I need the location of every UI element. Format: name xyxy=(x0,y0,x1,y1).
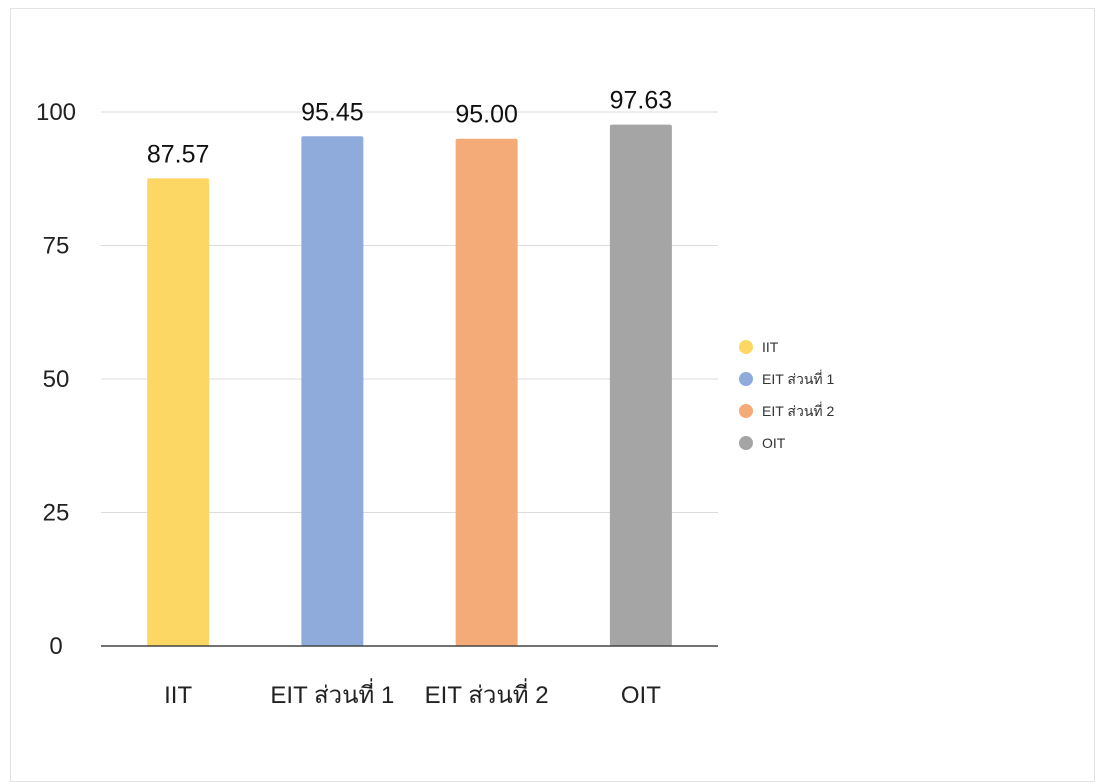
legend-swatch-1 xyxy=(739,372,753,386)
legend-label-0: IIT xyxy=(762,339,779,355)
bar-1 xyxy=(301,136,364,646)
bar-0 xyxy=(147,178,210,646)
legend-label-3: OIT xyxy=(762,435,786,451)
bar-2 xyxy=(455,138,518,646)
y-tick-label: 50 xyxy=(43,366,70,393)
legend-swatch-2 xyxy=(739,404,753,418)
y-axis-ticks: 0 25 50 75 100 xyxy=(36,99,76,660)
y-tick-label: 75 xyxy=(43,233,70,260)
legend: IIT EIT ส่วนที่ 1 EIT ส่วนที่ 2 OIT xyxy=(739,339,835,451)
category-label-2: EIT ส่วนที่ 2 xyxy=(425,678,549,709)
data-label-1: 95.45 xyxy=(301,98,364,126)
data-labels: 87.57 95.45 95.00 97.63 xyxy=(147,87,672,169)
bar-chart: 0 25 50 75 100 87.57 95.45 95.00 97.63 IIT EIT ส… xyxy=(36,87,835,709)
legend-label-1: EIT ส่วนที่ 1 xyxy=(762,370,835,387)
bars xyxy=(147,124,672,646)
data-label-0: 87.57 xyxy=(147,140,210,168)
category-label-3: OIT xyxy=(621,682,661,709)
chart-frame: 0 25 50 75 100 87.57 95.45 95.00 97.63 IIT EIT ส… xyxy=(10,8,1095,782)
bar-3 xyxy=(609,124,672,646)
y-tick-label: 25 xyxy=(43,500,70,527)
legend-swatch-0 xyxy=(739,340,753,354)
data-label-3: 97.63 xyxy=(610,87,673,115)
legend-swatch-3 xyxy=(739,436,753,450)
category-label-0: IIT xyxy=(164,682,192,709)
legend-label-2: EIT ส่วนที่ 2 xyxy=(762,402,835,419)
y-tick-label: 100 xyxy=(36,99,76,126)
data-label-2: 95.00 xyxy=(455,101,518,129)
y-tick-label: 0 xyxy=(49,633,62,660)
category-label-1: EIT ส่วนที่ 1 xyxy=(270,678,394,709)
category-labels: IIT EIT ส่วนที่ 1 EIT ส่วนที่ 2 OIT xyxy=(164,678,661,709)
